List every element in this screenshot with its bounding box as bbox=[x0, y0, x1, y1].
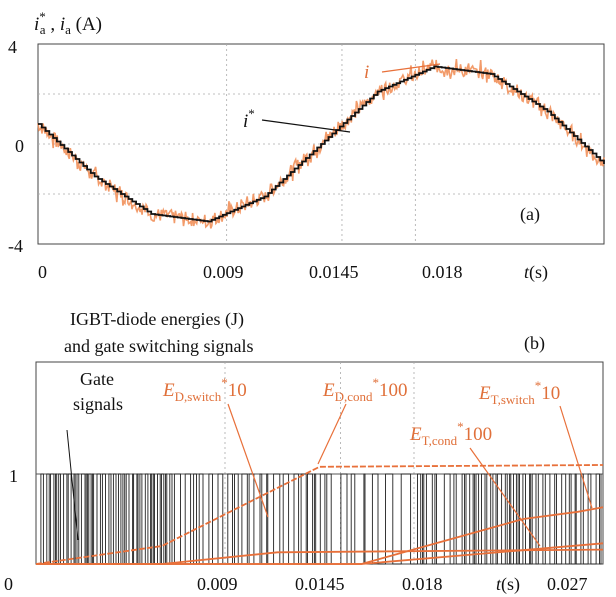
panel-b-xtick-0018: 0.018 bbox=[402, 574, 443, 594]
istar-annotation-label: i* bbox=[243, 106, 255, 132]
panel-b-grid bbox=[36, 362, 603, 564]
panel-a-ylabel: i* a , ia (A) bbox=[34, 9, 102, 37]
gate-label-line2: signals bbox=[73, 394, 123, 414]
panel-a-xtick-00145: 0.0145 bbox=[309, 262, 359, 282]
panel-a-label: (a) bbox=[520, 204, 540, 225]
i-annotation-line bbox=[381, 63, 441, 73]
panel-a: i* a , ia (A) 4 0 -4 0 0.009 0.0145 0.018… bbox=[8, 9, 605, 283]
panel-b-title-line1: IGBT-diode energies (J) bbox=[70, 309, 244, 330]
panel-b-label: (b) bbox=[524, 333, 545, 354]
energy-series-1 bbox=[35, 464, 604, 565]
leader-et-switch bbox=[559, 405, 593, 509]
panel-b-xtick-00145: 0.0145 bbox=[295, 574, 345, 594]
panel-a-ytick-neg4: -4 bbox=[8, 236, 23, 256]
leader-et-cond bbox=[469, 447, 541, 547]
series-i-reference bbox=[38, 65, 605, 223]
panel-b: IGBT-diode energies (J) and gate switchi… bbox=[4, 309, 604, 595]
panel-b-xtick-0: 0 bbox=[4, 574, 13, 594]
gate-annotation-line bbox=[66, 429, 79, 541]
series-i-measured bbox=[37, 59, 605, 229]
leader-ed-switch bbox=[227, 403, 269, 518]
panel-a-xtick-0: 0 bbox=[38, 262, 47, 282]
label-ed-switch: ED,switch*10 bbox=[162, 375, 247, 404]
panel-b-xtick-0009: 0.009 bbox=[197, 574, 238, 594]
panel-a-xtick-0018: 0.018 bbox=[422, 262, 463, 282]
istar-annotation-line bbox=[261, 119, 351, 133]
panel-a-ytick-0: 0 bbox=[15, 136, 24, 156]
label-et-cond: ET,cond*100 bbox=[409, 419, 492, 448]
label-ed-cond: ED,cond*100 bbox=[322, 375, 408, 404]
panel-a-xlabel: t(s) bbox=[524, 262, 548, 283]
panel-b-xtick-0027: 0.027 bbox=[547, 574, 588, 594]
panel-b-title-line2: and gate switching signals bbox=[64, 336, 253, 356]
i-annotation-label: i bbox=[364, 62, 369, 83]
gate-label-line1: Gate bbox=[80, 369, 114, 389]
panel-b-ytick-1: 1 bbox=[9, 466, 18, 486]
leader-ed-cond bbox=[317, 403, 347, 465]
energy-series-3 bbox=[36, 542, 604, 565]
panel-a-series bbox=[37, 59, 605, 229]
panel-a-xtick-0009: 0.009 bbox=[203, 262, 244, 282]
panel-b-xlabel: t(s) bbox=[496, 574, 520, 595]
label-et-switch: ET,switch*10 bbox=[478, 378, 560, 407]
panel-b-series bbox=[35, 464, 604, 565]
panel-a-ytick-4: 4 bbox=[8, 37, 17, 57]
